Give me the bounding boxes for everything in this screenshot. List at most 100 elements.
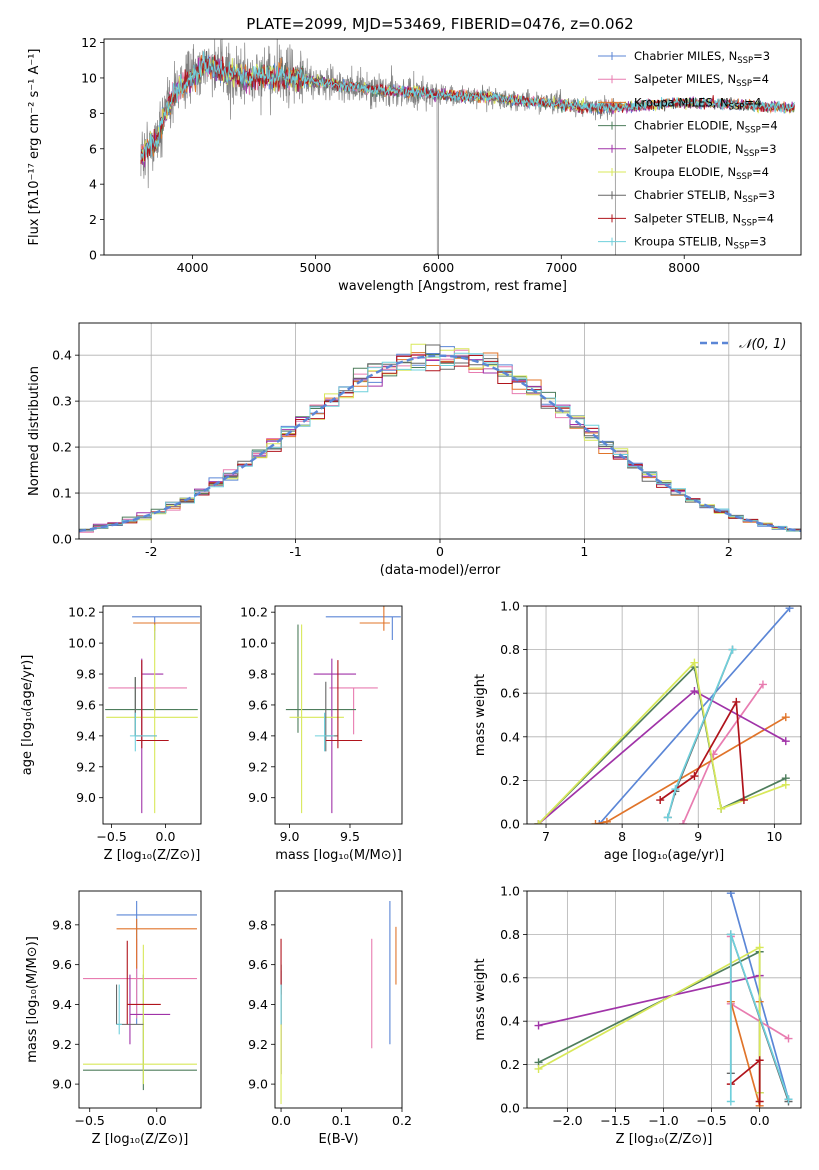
legend-subscript: SSP [745,126,761,136]
legend-label: Salpeter STELIB, NSSP=4 [634,211,774,228]
x-tick-label: 0.0 [750,1113,770,1128]
legend-label: Salpeter ELODIE, NSSP=3 [634,142,777,159]
panel-massweight-vs-Z: −2.0 −1.5 −1.0 −0.5 0.0 0.0 0.2 0.4 0.6 0.8 1.0 Z [… [473,884,802,1147]
errorbar-point [325,616,401,641]
x-axis-label: Z [log₁₀(Z/Z⊙)] [92,1132,189,1147]
errorbar-point [116,900,197,1025]
spectrum-legend: Chabrier MILES, NSSP=3 Salpeter MILES, NS… [598,49,778,252]
legend-subscript: SSP [744,149,760,159]
x-tick-label: 9 [694,829,702,844]
axes-frame [274,890,403,1109]
x-tick-label: 5000 [300,260,332,275]
x-tick-label: 6000 [422,260,454,275]
y-tick-label: 1.0 [500,599,520,614]
plot-area [527,891,801,1108]
y-tick-label: 0.4 [500,729,520,744]
y-tick-label: 9.8 [76,667,96,682]
mass-weight-line [729,1001,761,1107]
legend-subscript: SSP [742,195,758,205]
x-axis-label: wavelength [Angstrom, rest frame] [338,279,567,294]
x-tick-label: 9.5 [340,829,360,844]
plot-area [105,616,200,814]
errorbar-point [83,938,197,1019]
y-tick-label: 9.4 [248,728,268,743]
y-tick-label: 9.0 [248,1077,268,1092]
x-tick-label: −1.5 [600,1113,630,1128]
y-tick-label: 0.6 [500,970,520,985]
y-tick-label: 9.2 [248,1037,268,1052]
panel-age-vs-mass: 9.0 9.5 9.0 9.2 9.4 9.6 9.8 10.0 10.2 mass [log₁₀… [240,605,403,863]
errorbar-point [116,984,122,1035]
x-axis-label: Z [log₁₀(Z/Z⊙)] [104,848,201,863]
y-tick-label: 4 [89,177,97,192]
mass-weight-marker [755,1056,764,1065]
legend-label: Salpeter MILES, NSSP=4 [634,72,769,89]
errorbar-point [359,606,390,631]
y-tick-label: 0.2 [500,1057,520,1072]
errorbar-point [329,687,378,735]
y-tick-label: 0.8 [500,927,520,942]
panel-residuals: -2 -1 0 1 2 0.0 0.1 0.2 0.3 0.4 (data-model)/error… [27,322,802,578]
mass-weight-marker [690,658,699,667]
mass-weight-marker [726,930,735,939]
x-tick-label: −0.5 [75,1113,105,1128]
legend-label: Chabrier MILES, NSSP=3 [634,49,770,66]
y-tick-label: 9.6 [248,957,268,972]
y-tick-label: 0.0 [500,817,520,832]
mass-weight-marker [784,1034,793,1043]
plot-area [83,900,197,1091]
mass-weight-marker [781,780,790,789]
mass-weight-marker [726,1097,735,1106]
y-tick-label: 0.0 [500,1101,520,1116]
y-tick-label: 9.2 [76,759,96,774]
mass-weight-marker [671,785,680,794]
plot-area [280,900,397,1105]
mass-weight-marker [595,820,604,824]
mass-weight-marker [781,737,790,746]
y-tick-label: 9.0 [248,790,268,805]
legend-subscript: SSP [736,79,752,89]
x-tick-label: 4000 [177,260,209,275]
errorbar-point [285,624,357,733]
axes-frame [78,890,202,1109]
legend-count: =4 [752,72,769,86]
errorbar-point [106,624,198,814]
legend-subscript: SSP [729,102,745,112]
mass-weight-marker [755,943,764,952]
x-tick-label: 7 [542,829,550,844]
y-tick-label: 9.4 [248,997,268,1012]
y-tick-label: 9.6 [76,697,96,712]
legend-count: =4 [757,211,774,225]
legend-subscript: SSP [737,56,753,66]
figure-title: PLATE=2099, MJD=53469, FIBERID=0476, z=0… [246,15,633,33]
x-tick-label: 1 [580,544,588,559]
mass-weight-marker [728,645,737,654]
x-tick-label: 0.2 [392,1113,412,1128]
residual-legend: 𝒩(0, 1) [700,337,786,352]
axes-frame [526,605,802,825]
mass-weight-marker [785,606,794,613]
plot-area [285,606,401,814]
x-tick-label: 0 [436,544,444,559]
mass-weight-line [598,607,791,824]
errorbar-point [83,974,197,1091]
errorbar-point [105,677,198,736]
x-tick-label: 2 [725,544,733,559]
normal-curve [79,354,801,533]
errorbar-point [129,974,171,1045]
mass-weight-marker [591,820,600,824]
mass-weight-marker [784,1095,793,1104]
y-tick-label: 10.2 [240,605,268,620]
x-tick-label: −0.5 [96,829,126,844]
errorbar-point [314,712,335,752]
x-axis-label: Z [log₁₀(Z/Z⊙)] [616,1132,713,1147]
errorbar-point [108,687,187,712]
y-tick-label: 10.0 [240,636,268,651]
y-tick-label: 6 [89,141,97,156]
mass-weight-line [538,950,761,1093]
x-axis-label: mass [log₁₀(M/M⊙)] [275,848,402,863]
residual-histogram [79,352,801,533]
mass-weight-marker [534,1021,543,1030]
legend-label: Kroupa ELODIE, NSSP=4 [634,165,769,182]
